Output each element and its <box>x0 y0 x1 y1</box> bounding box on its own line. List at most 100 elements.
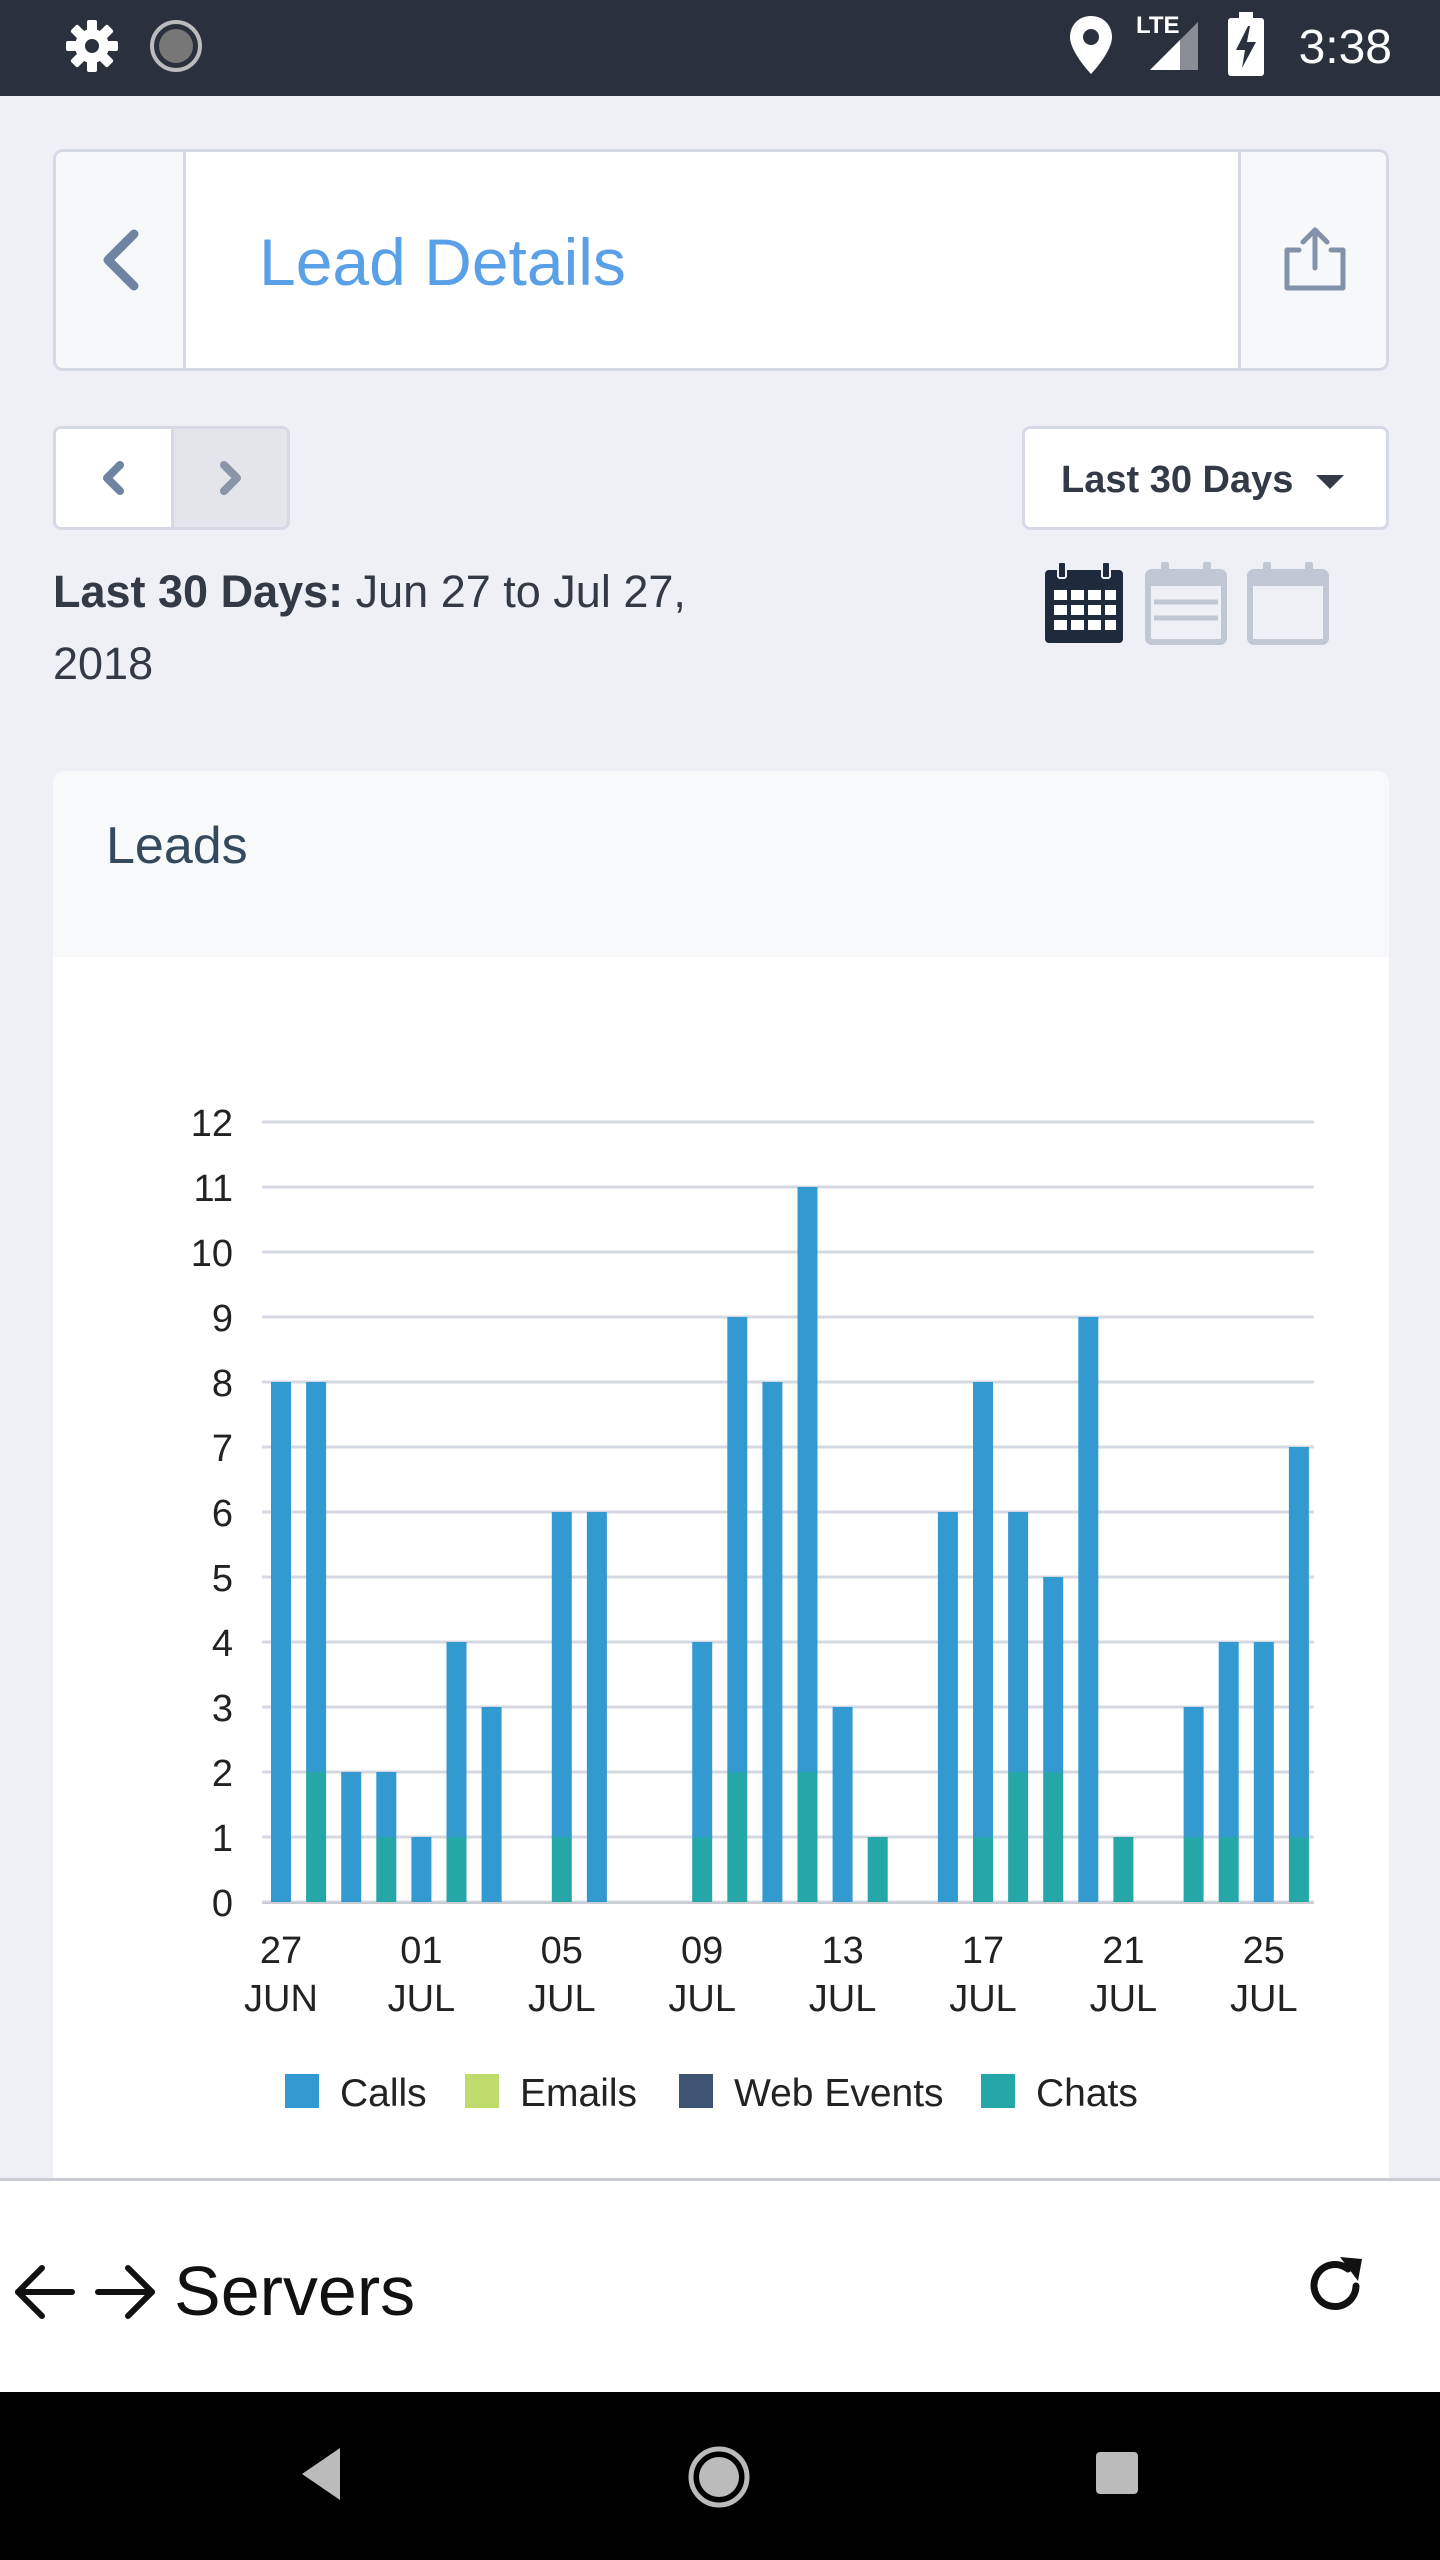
bar-chats <box>797 1772 818 1902</box>
next-period-button[interactable] <box>171 429 287 527</box>
date-range-text: Jun 27 to Jul 27, 2018 <box>53 566 686 689</box>
calendar-month-icon[interactable] <box>1042 560 1126 646</box>
y-tick-label: 11 <box>194 1168 233 1210</box>
bar-calls <box>797 1187 818 1772</box>
nav-back-icon[interactable] <box>296 2444 348 2504</box>
browser-title: Servers <box>174 2252 416 2330</box>
legend-label: Chats <box>1036 2072 1138 2115</box>
arrow-left-icon[interactable] <box>10 2257 80 2327</box>
x-tick-day: 09 <box>681 1930 723 1972</box>
bar-chats <box>1183 1837 1204 1902</box>
bar-chats <box>446 1837 467 1902</box>
loading-icon <box>150 20 202 72</box>
leads-chart: 012345678910111227JUN01JUL05JUL09JUL13JU… <box>191 1103 1314 2115</box>
y-tick-label: 9 <box>212 1298 233 1340</box>
bar-calls <box>411 1837 432 1902</box>
caret-down-icon <box>1316 475 1344 489</box>
x-tick-day: 13 <box>821 1930 863 1972</box>
date-range-summary: Last 30 Days: Jun 27 to Jul 27, 2018 <box>53 556 693 700</box>
chevron-left-icon <box>103 461 124 495</box>
bar-calls <box>762 1382 783 1902</box>
bar-calls <box>586 1512 607 1902</box>
legend-swatch <box>981 2074 1015 2108</box>
x-tick-day: 21 <box>1102 1930 1144 1972</box>
share-icon <box>1284 227 1346 291</box>
android-navigation-bar <box>0 2392 1440 2560</box>
previous-period-button[interactable] <box>56 429 171 527</box>
bar-calls <box>1218 1642 1239 1837</box>
bar-chats <box>1008 1772 1029 1902</box>
bar-calls <box>937 1512 958 1902</box>
legend-swatch <box>285 2074 319 2108</box>
share-button[interactable] <box>1238 152 1386 368</box>
bar-calls <box>973 1382 993 1837</box>
y-tick-label: 2 <box>212 1753 233 1795</box>
browser-bar: Servers <box>0 2178 1440 2392</box>
bar-chats <box>692 1837 713 1902</box>
leads-title: Leads <box>106 817 248 875</box>
x-tick-month: JUL <box>949 1978 1017 2020</box>
x-tick-day: 27 <box>260 1930 302 1972</box>
bar-calls <box>1288 1447 1309 1837</box>
y-tick-label: 4 <box>212 1623 233 1665</box>
y-tick-label: 10 <box>191 1233 233 1275</box>
page-title: Lead Details <box>259 225 626 299</box>
bar-chats <box>1288 1837 1309 1902</box>
bar-calls <box>341 1772 362 1902</box>
bar-calls <box>376 1772 397 1837</box>
y-tick-label: 7 <box>212 1428 233 1470</box>
back-button[interactable] <box>56 152 186 368</box>
leads-card: Leads 0 1 2 3 4 5 6 7 8 9 10 11 12 27 JUN 01 JUL 05 JUL 09 J… <box>53 771 1389 2180</box>
y-tick-label: 5 <box>212 1558 233 1600</box>
period-navigation <box>53 426 290 530</box>
chevron-left-icon <box>103 229 139 291</box>
y-tick-label: 12 <box>191 1103 233 1145</box>
bar-calls <box>271 1382 291 1902</box>
bar-calls <box>727 1317 748 1772</box>
chevron-right-icon <box>220 461 241 495</box>
legend-label: Calls <box>340 2072 427 2115</box>
calendar-day-icon[interactable] <box>1246 560 1330 646</box>
date-range-value: Last 30 Days <box>1061 459 1294 501</box>
y-tick-label: 3 <box>212 1688 233 1730</box>
x-tick-month: JUL <box>668 1978 736 2020</box>
x-tick-month: JUL <box>809 1978 877 2020</box>
network-label: LTE <box>1136 12 1180 39</box>
bar-chats <box>306 1772 327 1902</box>
x-tick-month: JUN <box>244 1978 318 2020</box>
reload-icon[interactable] <box>1300 2251 1370 2321</box>
legend-swatch <box>465 2074 499 2108</box>
bar-chats <box>551 1837 572 1902</box>
legend-label: Emails <box>520 2072 637 2115</box>
bar-calls <box>1183 1707 1204 1837</box>
signal-icon <box>1150 22 1198 70</box>
bar-chats <box>1218 1837 1239 1902</box>
status-bar: LTE 3:38 <box>0 0 1440 96</box>
nav-recents-icon[interactable] <box>1094 2450 1140 2496</box>
legend-label: Web Events <box>734 2072 944 2115</box>
nav-home-icon[interactable] <box>686 2444 752 2510</box>
x-tick-month: JUL <box>388 1978 456 2020</box>
bar-chats <box>1113 1837 1134 1902</box>
bar-calls <box>551 1512 572 1837</box>
bar-chats <box>1043 1772 1064 1902</box>
y-tick-label: 0 <box>212 1883 233 1925</box>
x-tick-month: JUL <box>1230 1978 1298 2020</box>
x-tick-day: 01 <box>400 1930 442 1972</box>
y-tick-label: 6 <box>212 1493 233 1535</box>
x-tick-month: JUL <box>1090 1978 1158 2020</box>
bar-chats <box>973 1837 993 1902</box>
x-tick-day: 17 <box>962 1930 1004 1972</box>
location-icon <box>1070 16 1112 74</box>
header-card: Lead Details <box>53 149 1389 371</box>
legend-swatch <box>679 2074 713 2108</box>
x-tick-month: JUL <box>528 1978 596 2020</box>
gear-icon <box>66 20 118 72</box>
bar-calls <box>306 1382 327 1772</box>
bar-calls <box>832 1707 853 1902</box>
arrow-right-icon[interactable] <box>90 2257 160 2327</box>
date-range-dropdown[interactable]: Last 30 Days <box>1022 426 1389 530</box>
y-tick-label: 1 <box>212 1818 233 1860</box>
bar-calls <box>1078 1317 1099 1902</box>
calendar-week-icon[interactable] <box>1144 560 1228 646</box>
